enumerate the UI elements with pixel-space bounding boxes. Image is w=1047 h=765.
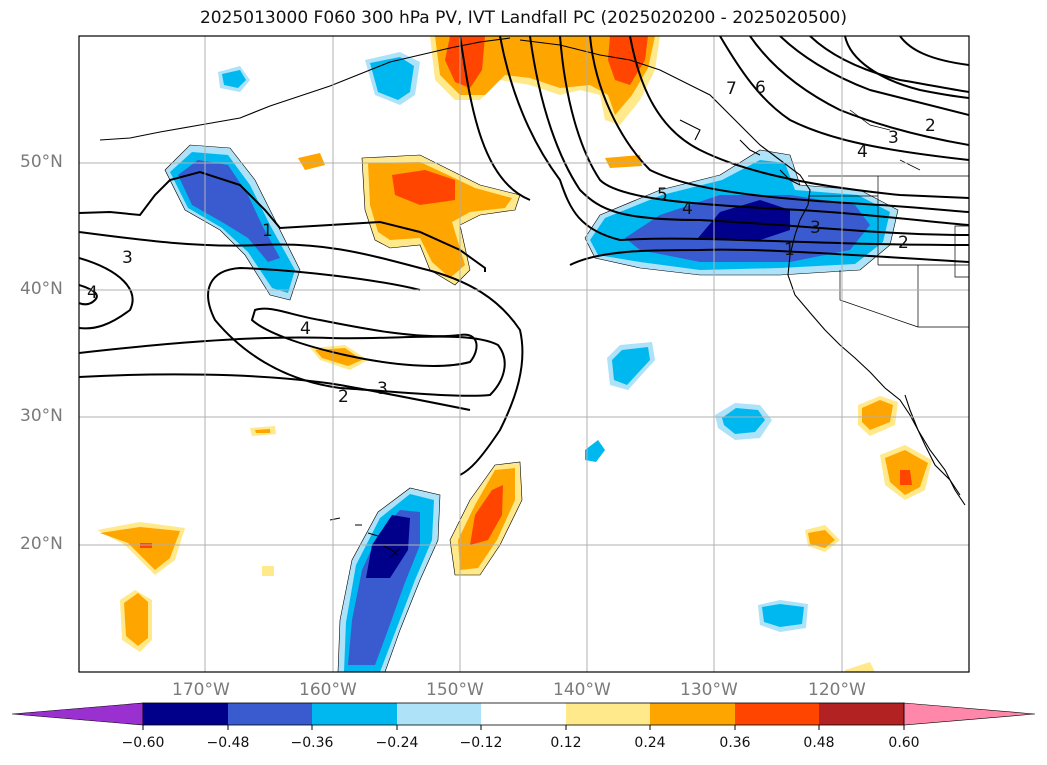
colorbar-tick-label: 0.24 bbox=[634, 735, 666, 751]
contour-label-4-west: 4 bbox=[87, 283, 98, 303]
contour-label-5-east: 5 bbox=[657, 185, 668, 205]
colorbar-segment-7 bbox=[650, 703, 735, 725]
pv-negative-anomaly-west bbox=[165, 145, 300, 300]
colorbar-segment-5 bbox=[481, 703, 566, 725]
lon-label-160w: 160°W bbox=[299, 680, 357, 700]
contour-labels: 1 3 4 4 3 2 5 4 3 1 2 7 6 4 3 2 bbox=[87, 78, 936, 407]
map-content: 1 3 4 4 3 2 5 4 3 1 2 7 6 4 3 2 bbox=[79, 36, 969, 672]
colorbar-segment-6 bbox=[566, 703, 650, 725]
map-title: 2025013000 F060 300 hPa PV, IVT Landfall… bbox=[199, 8, 847, 28]
colorbar-segment-2 bbox=[228, 703, 312, 725]
contour-label-4-north: 4 bbox=[857, 142, 868, 162]
colorbar-segment-9 bbox=[819, 703, 904, 725]
contour-label-3-west: 3 bbox=[122, 248, 133, 268]
contour-label-3-east: 3 bbox=[810, 218, 821, 238]
contour-label-7-north: 7 bbox=[726, 79, 737, 99]
colorbar-tick-label: 0.12 bbox=[550, 735, 582, 751]
colorbar-tick-label: −0.12 bbox=[459, 735, 503, 751]
contour-label-3-north: 3 bbox=[888, 128, 899, 148]
colorbar-tick-label: 0.36 bbox=[719, 735, 751, 751]
colorbar-tick-label: −0.60 bbox=[121, 735, 165, 751]
colorbar-segment-4 bbox=[397, 703, 481, 725]
contour-label-3-central: 3 bbox=[377, 379, 388, 399]
pv-negative-anomaly-hawaii bbox=[338, 488, 440, 672]
pv-positive-anomaly-central bbox=[362, 155, 520, 285]
map-frame bbox=[78, 35, 970, 673]
colorbar bbox=[11, 702, 1036, 730]
colorbar-tick-label: −0.24 bbox=[375, 735, 419, 751]
colorbar-segment-0 bbox=[11, 702, 144, 726]
contour-label-1-east: 1 bbox=[784, 240, 795, 260]
pv-contours bbox=[79, 36, 969, 476]
colorbar-tick-label: 0.48 bbox=[803, 735, 835, 751]
anomaly-outlines bbox=[164, 144, 899, 672]
lon-label-120w: 120°W bbox=[808, 680, 866, 700]
contour-label-2-north: 2 bbox=[925, 116, 936, 136]
lon-label-170w: 170°W bbox=[172, 680, 230, 700]
gridlines bbox=[79, 36, 969, 672]
colorbar-segment-3 bbox=[312, 703, 397, 725]
lon-label-150w: 150°W bbox=[426, 680, 484, 700]
lon-label-140w: 140°W bbox=[553, 680, 611, 700]
colorbar-segment-10 bbox=[903, 702, 1036, 726]
coastlines bbox=[99, 37, 966, 506]
lat-label-40n: 40°N bbox=[20, 279, 63, 299]
lon-label-130w: 130°W bbox=[680, 680, 738, 700]
map-background bbox=[79, 36, 969, 672]
contour-label-2-east: 2 bbox=[898, 233, 909, 253]
contour-label-4-east: 4 bbox=[682, 199, 693, 219]
contour-label-6-north: 6 bbox=[755, 78, 766, 98]
colorbar-tick-label: 0.60 bbox=[888, 735, 920, 751]
lat-label-50n: 50°N bbox=[20, 152, 63, 172]
lat-label-20n: 20°N bbox=[20, 534, 63, 554]
pv-positive-anomaly-north bbox=[430, 36, 660, 125]
lat-label-30n: 30°N bbox=[20, 406, 63, 426]
colorbar-tick-label: −0.48 bbox=[206, 735, 250, 751]
colorbar-segment-8 bbox=[735, 703, 819, 725]
hawaiian-islands bbox=[329, 517, 401, 559]
contour-label-4-central: 4 bbox=[300, 319, 311, 339]
colorbar-tick-label: −0.36 bbox=[290, 735, 334, 751]
contour-label-1-west: 1 bbox=[262, 221, 273, 241]
political-borders bbox=[808, 109, 969, 328]
contour-label-2-central: 2 bbox=[338, 387, 349, 407]
colorbar-segment-1 bbox=[143, 703, 228, 725]
